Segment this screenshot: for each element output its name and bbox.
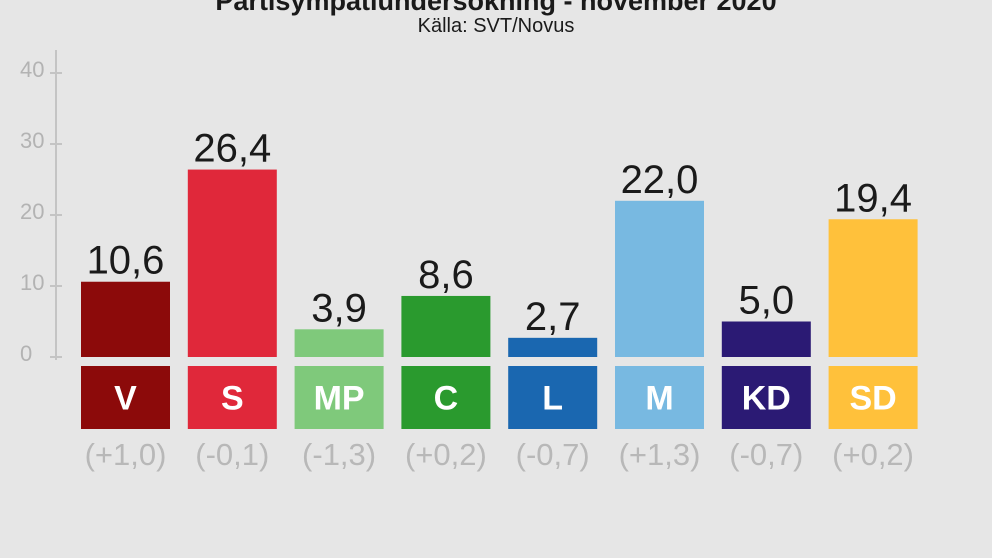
y-tick-label: 10 xyxy=(20,270,44,295)
party-boxes: V S MP C L M KD SD xyxy=(81,366,918,429)
party-box-s xyxy=(187,366,277,429)
party-box-sd xyxy=(828,366,918,429)
y-tick-label: 40 xyxy=(20,57,44,82)
change-label-c: (+0,2) xyxy=(405,437,487,472)
party-box-mp xyxy=(294,366,384,429)
y-tick-label: 30 xyxy=(20,128,44,153)
chart-title: Partisympatiundersökning - november 2020 xyxy=(215,0,777,16)
value-label-m: 22,0 xyxy=(621,158,699,202)
party-label-mp: MP xyxy=(314,380,365,418)
value-label-kd: 5,0 xyxy=(738,279,794,323)
y-tick-label: 0 xyxy=(20,341,32,366)
value-labels: 10,6 26,4 3,9 8,6 2,7 22,0 5,0 19,4 xyxy=(87,127,912,339)
bar-kd xyxy=(721,321,811,357)
change-label-m: (+1,3) xyxy=(619,437,701,472)
bar-l xyxy=(508,337,598,357)
chart-subtitle: Källa: SVT/Novus xyxy=(417,15,575,37)
value-label-s: 26,4 xyxy=(193,127,271,171)
party-box-c xyxy=(401,366,491,429)
value-label-l: 2,7 xyxy=(525,295,581,339)
party-box-m xyxy=(615,366,704,429)
party-box-v xyxy=(81,366,170,429)
party-label-kd: KD xyxy=(742,380,791,418)
party-label-sd: SD xyxy=(849,380,896,418)
y-axis-ticks: 0 10 20 30 40 xyxy=(20,57,62,366)
value-label-sd: 19,4 xyxy=(834,176,912,220)
party-box-kd xyxy=(721,366,811,429)
bar-m xyxy=(615,200,704,357)
party-label-c: C xyxy=(434,380,459,418)
bar-c xyxy=(401,295,491,357)
party-label-l: L xyxy=(542,380,563,418)
bar-s xyxy=(187,169,277,357)
party-box-l xyxy=(508,366,598,429)
bars xyxy=(81,169,918,357)
bar-v xyxy=(81,281,170,357)
change-label-s: (-0,1) xyxy=(195,437,269,472)
value-label-c: 8,6 xyxy=(418,253,474,297)
y-tick-label: 20 xyxy=(20,199,44,224)
bar-mp xyxy=(294,329,384,357)
party-label-s: S xyxy=(221,380,244,418)
value-label-v: 10,6 xyxy=(87,239,165,283)
change-label-mp: (-1,3) xyxy=(302,437,376,472)
change-label-l: (-0,7) xyxy=(516,437,590,472)
value-label-mp: 3,9 xyxy=(311,286,367,330)
party-label-v: V xyxy=(114,380,137,418)
change-label-kd: (-0,7) xyxy=(729,437,803,472)
change-label-sd: (+0,2) xyxy=(832,437,914,472)
change-label-v: (+1,0) xyxy=(85,437,167,472)
party-label-m: M xyxy=(645,380,673,418)
change-labels: (+1,0) (-0,1) (-1,3) (+0,2) (-0,7) (+1,3) (-0,… xyxy=(85,437,914,472)
bar-sd xyxy=(828,219,918,357)
